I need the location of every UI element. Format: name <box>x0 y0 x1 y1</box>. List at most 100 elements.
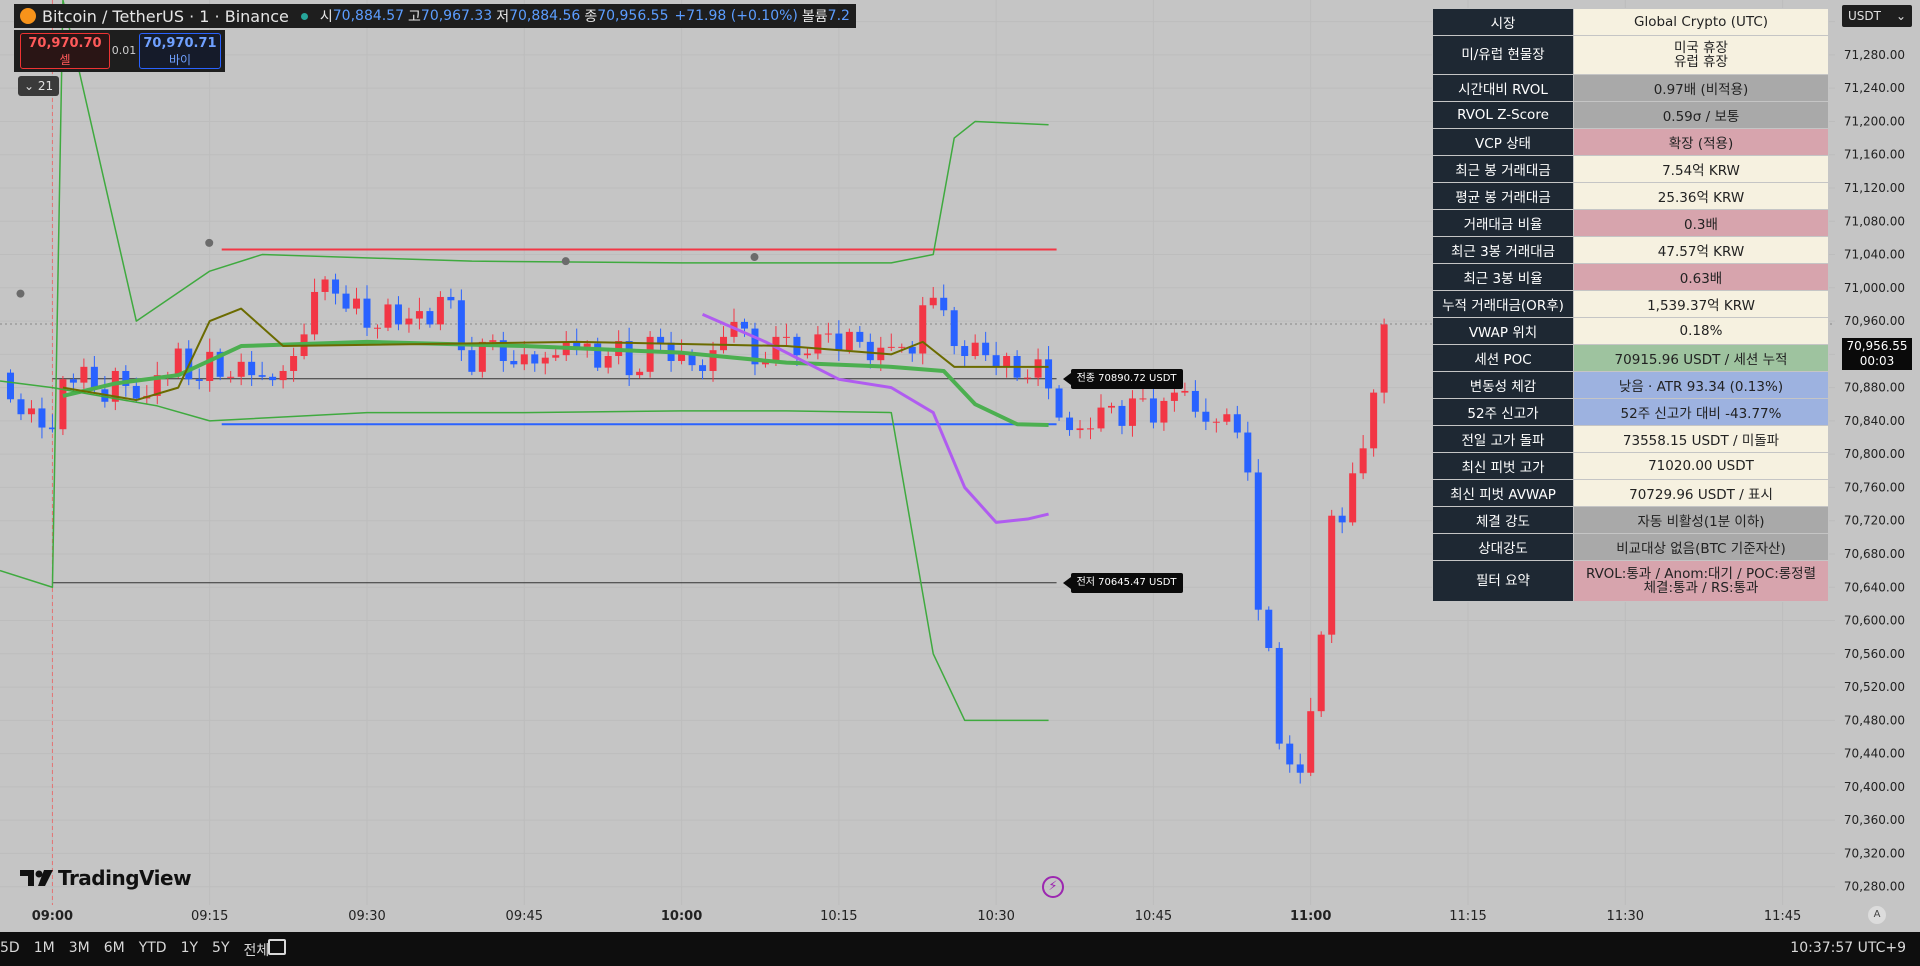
auto-scale-button[interactable]: A <box>1868 906 1886 924</box>
table-row: 최신 피벗 AVWAP 70729.96 USDT / 표시 <box>1432 479 1829 507</box>
x-tick-label: 11:15 <box>1449 909 1486 924</box>
candle-body <box>227 376 235 378</box>
clock[interactable]: 10:37:57 UTC+9 <box>1790 940 1906 956</box>
table-value: 73558.15 USDT / 미돌파 <box>1573 425 1829 453</box>
candle-body <box>353 298 361 309</box>
candle-body <box>552 355 560 358</box>
candle-body <box>982 342 990 356</box>
table-value: 7.54억 KRW <box>1573 155 1829 183</box>
candle-body <box>699 365 707 371</box>
candle-body <box>174 348 182 376</box>
table-row: 최근 3봉 비율 0.63배 <box>1432 263 1829 291</box>
range-button[interactable]: 6M <box>103 940 125 956</box>
candle-body <box>48 427 56 430</box>
candle-body <box>415 311 423 319</box>
x-tick-label: 11:45 <box>1764 909 1801 924</box>
midline <box>62 307 1049 402</box>
candle-body <box>478 341 486 372</box>
y-tick-label: 70,560.00 <box>1844 647 1905 661</box>
range-button[interactable]: 5Y <box>212 940 230 956</box>
candle-body <box>1055 388 1063 418</box>
x-tick-label: 11:00 <box>1290 909 1331 924</box>
prev-close-label: 전종 70890.72 USDT <box>1062 368 1183 389</box>
low-label: 저 <box>496 9 510 25</box>
table-value: 70915.96 USDT / 세션 누적 <box>1573 344 1829 372</box>
candle-body <box>1160 400 1168 423</box>
y-tick-label: 71,240.00 <box>1844 81 1905 95</box>
buy-price: 70,970.71 <box>143 36 217 51</box>
candle-body <box>950 310 958 347</box>
table-label: 최신 피벗 고가 <box>1432 452 1574 480</box>
candle-body <box>866 341 874 361</box>
symbol-header: Bitcoin / TetherUS · 1 · Binance 시 70,884… <box>14 4 856 28</box>
candle-body <box>195 379 203 381</box>
symbol-title[interactable]: Bitcoin / TetherUS · 1 · Binance <box>42 6 289 26</box>
table-value: 1,539.37억 KRW <box>1573 290 1829 318</box>
change-value: +71.98 (+0.10%) <box>674 8 798 24</box>
candle-body <box>531 354 539 364</box>
x-tick-label: 09:30 <box>348 909 385 924</box>
y-tick-label: 70,880.00 <box>1844 381 1905 395</box>
candle-body <box>573 341 581 347</box>
candle-body <box>824 333 832 335</box>
indicator-collapse-button[interactable]: ⌄ 21 <box>18 76 60 96</box>
pivot-marker <box>205 238 214 247</box>
candle-body <box>426 311 434 325</box>
candle-body <box>583 343 591 347</box>
range-button[interactable]: 1M <box>33 940 55 956</box>
table-label: 상대강도 <box>1432 533 1574 561</box>
candle-body <box>153 375 161 396</box>
candle-body <box>887 346 895 348</box>
candle-body <box>782 336 790 338</box>
candle-body <box>814 334 822 354</box>
candle-body <box>59 379 67 430</box>
table-row: 거래대금 비율 0.3배 <box>1432 209 1829 237</box>
candle-body <box>1338 515 1346 523</box>
y-tick-label: 71,040.00 <box>1844 248 1905 262</box>
brand-name: TradingView <box>58 866 192 890</box>
candle-body <box>1118 405 1126 426</box>
candle-body <box>1317 634 1325 712</box>
range-button[interactable]: 3M <box>68 940 90 956</box>
candle-body <box>636 371 644 376</box>
sell-button[interactable]: 70,970.70 셀 <box>20 33 110 69</box>
volume-value: 7.2 <box>827 8 850 24</box>
candle-body <box>311 291 319 335</box>
calendar-icon[interactable] <box>268 939 286 955</box>
currency-selector[interactable]: USDT ⌄ <box>1842 5 1912 27</box>
lightning-icon[interactable]: ⚡ <box>1042 876 1064 898</box>
candle-body <box>1076 428 1084 431</box>
prev-low-label: 전저 70645.47 USDT <box>1062 572 1183 593</box>
tradingview-logo[interactable]: TradingView <box>20 866 192 890</box>
chevron-down-icon: ⌄ <box>1895 9 1906 23</box>
bar-countdown: 00:03 <box>1859 354 1895 368</box>
table-value: 0.97배 (비적용) <box>1573 74 1829 102</box>
table-label: 변동성 체감 <box>1432 371 1574 399</box>
candle-body <box>541 357 549 364</box>
range-button[interactable]: 1Y <box>180 940 199 956</box>
price-chart[interactable]: 71,320.0071,280.0071,240.0071,200.0071,1… <box>0 0 1920 932</box>
open-value: 70,884.57 <box>332 8 405 24</box>
candle-body <box>1349 473 1357 523</box>
table-value: 비교대상 없음(BTC 기준자산) <box>1573 533 1829 561</box>
table-value: RVOL:통과 / Anom:대기 / POC:롱정렬 체결:통과 / RS:통과 <box>1573 560 1829 602</box>
x-tick-label: 11:30 <box>1607 909 1644 924</box>
buy-label: 바이 <box>168 53 192 67</box>
candle-body <box>384 304 392 328</box>
candle-body <box>290 356 298 371</box>
candle-body <box>499 340 507 362</box>
range-button[interactable]: YTD <box>138 940 167 956</box>
y-tick-label: 71,000.00 <box>1844 281 1905 295</box>
candle-body <box>457 300 465 351</box>
spread-value: 0.01 <box>111 44 137 57</box>
buy-button[interactable]: 70,970.71 바이 <box>139 33 221 69</box>
y-tick-label: 70,840.00 <box>1844 414 1905 428</box>
market-status-dot <box>300 12 308 20</box>
candle-body <box>80 366 88 383</box>
candle-body <box>520 354 528 365</box>
range-button[interactable]: 전체 <box>243 943 270 959</box>
high-value: 70,967.33 <box>420 8 493 24</box>
range-button[interactable]: 5D <box>0 940 20 956</box>
table-row: 미/유럽 현물장 미국 휴장 유럽 휴장 <box>1432 35 1829 75</box>
table-row: 체결 강도 자동 비활성(1분 이하) <box>1432 506 1829 534</box>
